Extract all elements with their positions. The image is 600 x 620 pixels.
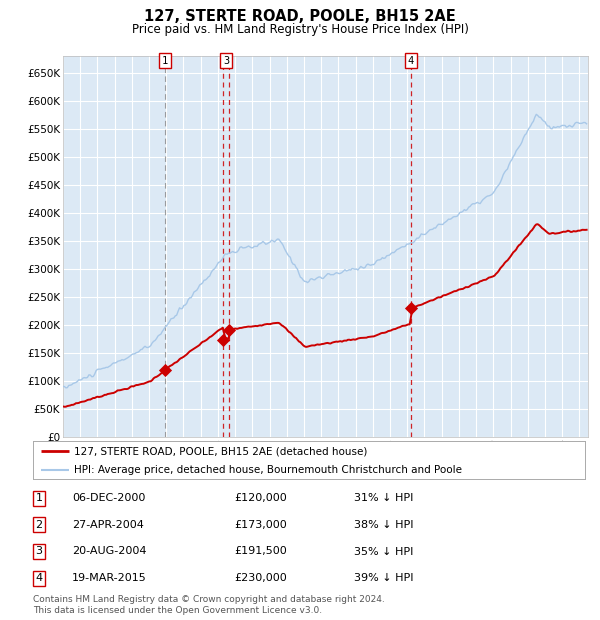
Text: 3: 3 [223,56,229,66]
Text: 35% ↓ HPI: 35% ↓ HPI [354,546,413,557]
Text: 27-APR-2004: 27-APR-2004 [72,520,144,530]
Text: 3: 3 [35,546,43,557]
Text: £191,500: £191,500 [234,546,287,557]
Text: 2: 2 [35,520,43,530]
Text: 4: 4 [35,573,43,583]
Text: Price paid vs. HM Land Registry's House Price Index (HPI): Price paid vs. HM Land Registry's House … [131,23,469,36]
Text: 4: 4 [408,56,414,66]
Text: £230,000: £230,000 [234,573,287,583]
Text: 20-AUG-2004: 20-AUG-2004 [72,546,146,557]
Text: 38% ↓ HPI: 38% ↓ HPI [354,520,413,530]
Text: 127, STERTE ROAD, POOLE, BH15 2AE (detached house): 127, STERTE ROAD, POOLE, BH15 2AE (detac… [74,446,368,456]
Text: 19-MAR-2015: 19-MAR-2015 [72,573,147,583]
Text: £120,000: £120,000 [234,493,287,503]
Point [406,303,416,313]
Text: 06-DEC-2000: 06-DEC-2000 [72,493,145,503]
Text: £173,000: £173,000 [234,520,287,530]
Point [218,335,228,345]
Point [224,325,233,335]
Text: 127, STERTE ROAD, POOLE, BH15 2AE: 127, STERTE ROAD, POOLE, BH15 2AE [144,9,456,24]
Text: 31% ↓ HPI: 31% ↓ HPI [354,493,413,503]
Text: HPI: Average price, detached house, Bournemouth Christchurch and Poole: HPI: Average price, detached house, Bour… [74,466,463,476]
Text: 1: 1 [35,493,43,503]
Text: 1: 1 [162,56,168,66]
Point [160,365,170,374]
Text: Contains HM Land Registry data © Crown copyright and database right 2024.
This d: Contains HM Land Registry data © Crown c… [33,595,385,616]
Text: 39% ↓ HPI: 39% ↓ HPI [354,573,413,583]
